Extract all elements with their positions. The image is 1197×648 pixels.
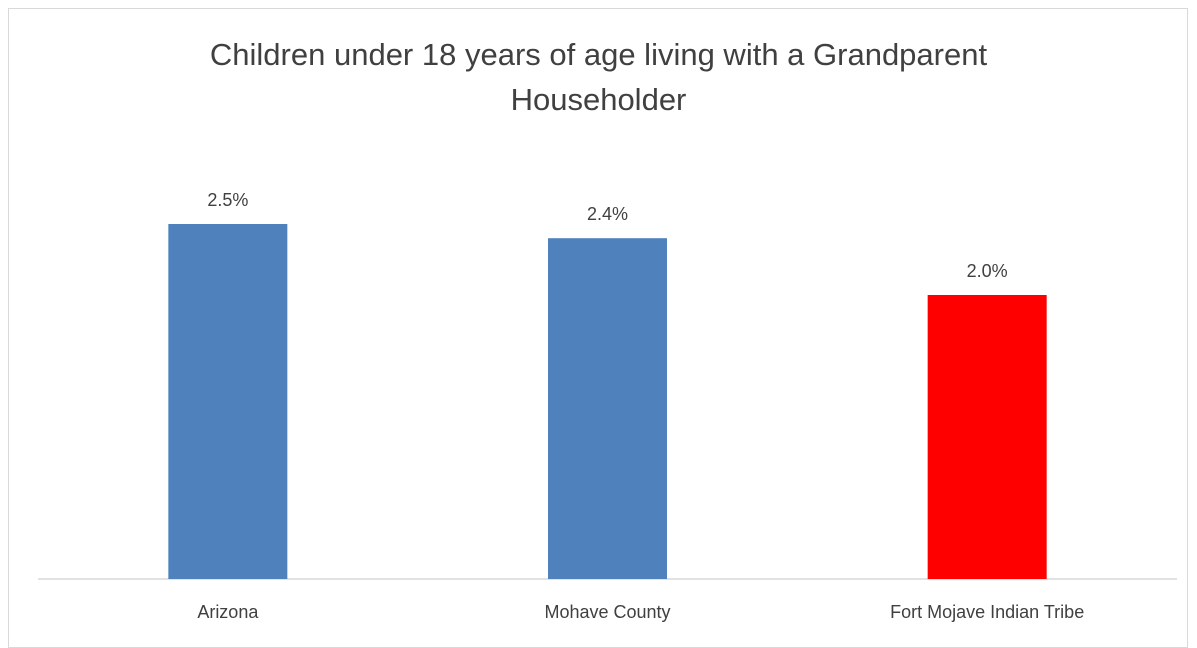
x-tick-label-2: Fort Mojave Indian Tribe xyxy=(890,602,1084,622)
data-label-0: 2.5% xyxy=(207,190,248,210)
bar-0 xyxy=(168,224,288,579)
chart-title: Children under 18 years of age living wi… xyxy=(0,32,1197,122)
bar-2 xyxy=(927,295,1047,579)
chart-title-line-1: Children under 18 years of age living wi… xyxy=(209,37,988,72)
bar-1 xyxy=(548,238,667,579)
data-label-2: 2.0% xyxy=(967,261,1008,281)
x-tick-label-1: Mohave County xyxy=(544,602,670,622)
x-tick-label-0: Arizona xyxy=(197,602,259,622)
bar-chart-plot: 2.5% Arizona 2.4% Mohave County 2.0% Fort Moj… xyxy=(38,190,1177,622)
chart-title-line-2: Householder xyxy=(510,82,687,117)
data-label-1: 2.4% xyxy=(587,204,628,224)
